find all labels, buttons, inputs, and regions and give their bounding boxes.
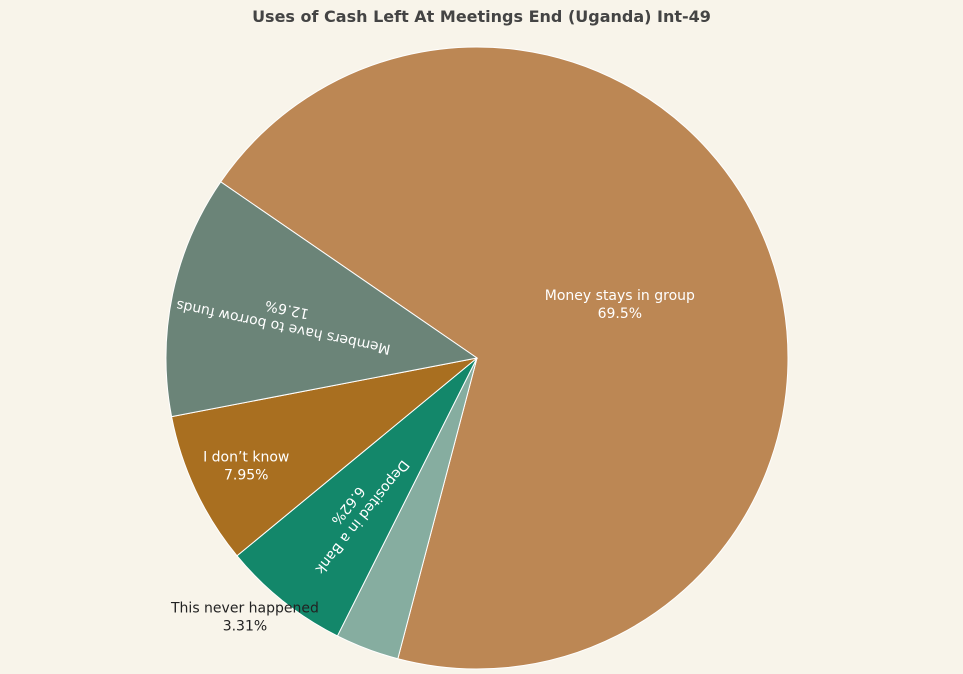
slice-value: 69.5% <box>598 306 642 322</box>
slice-value: 7.95% <box>224 468 268 484</box>
pie-slice-money-stays-in-group[interactable] <box>220 46 789 670</box>
slice-label-money-stays-in-group: Money stays in group 69.5% <box>545 288 695 322</box>
pie-slice-i-don-t-know[interactable] <box>170 357 478 557</box>
chart-title: Uses of Cash Left At Meetings End (Ugand… <box>252 7 711 26</box>
slice-name: Money stays in group <box>545 288 695 304</box>
slice-value: 3.31% <box>223 619 267 635</box>
slice-name: I don’t know <box>203 450 289 466</box>
pie-slice-members-have-to-borrow-funds[interactable] <box>165 181 479 418</box>
pie-slice-deposited-in-a-bank[interactable] <box>236 357 478 637</box>
slice-label-this-never-happened: This never happened 3.31% <box>170 601 319 635</box>
pie-slices <box>165 46 789 670</box>
slice-label-i-don-t-know: I don’t know 7.95% <box>203 450 289 484</box>
slice-name: This never happened <box>170 601 319 617</box>
